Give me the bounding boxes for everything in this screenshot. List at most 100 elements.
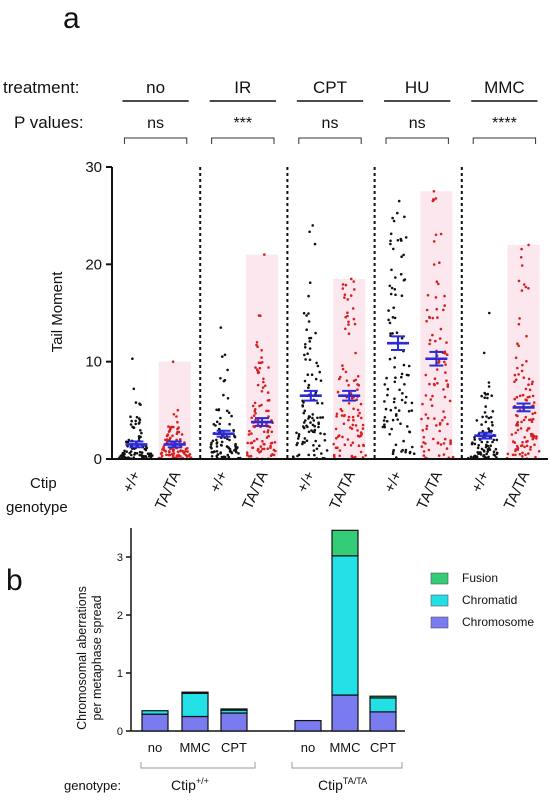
bar-segment-chromosome [181, 715, 209, 732]
data-point [302, 421, 306, 424]
data-point [308, 358, 312, 362]
data-point [221, 355, 224, 358]
bar-segment-chromosome [331, 694, 359, 732]
data-point [254, 366, 257, 369]
data-point [361, 427, 365, 430]
data-point [175, 454, 179, 458]
data-point [402, 439, 405, 443]
data-point [352, 418, 355, 422]
data-point [252, 425, 255, 428]
data-point [443, 304, 447, 307]
data-point [433, 417, 436, 420]
data-point [267, 409, 270, 413]
data-point [226, 437, 229, 441]
data-point [480, 394, 484, 398]
data-point [123, 455, 126, 459]
x-tick-label: +/+ [207, 468, 232, 495]
data-point [168, 453, 172, 457]
data-point [529, 418, 533, 422]
data-point [513, 373, 517, 377]
data-point [522, 376, 526, 380]
data-point [172, 425, 175, 429]
bar-cpt-wt [220, 708, 248, 732]
data-point [134, 419, 137, 423]
bar-no-ta-ta [294, 719, 322, 732]
data-point [223, 353, 227, 357]
data-point [427, 448, 431, 452]
data-point [160, 454, 164, 458]
panel-a-plot [118, 167, 541, 461]
data-point [384, 407, 388, 411]
data-point [307, 453, 311, 457]
data-point [524, 453, 527, 457]
pvalue-label-mmc: **** [492, 115, 517, 132]
data-point [140, 451, 144, 454]
data-point [270, 430, 274, 434]
data-point [130, 453, 133, 457]
data-point [184, 450, 187, 453]
data-point [404, 395, 408, 399]
data-point [435, 280, 439, 284]
data-point [517, 373, 520, 376]
data-point [530, 382, 534, 386]
data-point [274, 449, 277, 453]
data-point [303, 379, 307, 383]
data-point [390, 268, 393, 272]
data-point [311, 413, 315, 416]
data-point [530, 434, 533, 438]
data-point [253, 439, 256, 443]
series-ir-wt [209, 326, 242, 461]
data-point [362, 444, 366, 448]
data-point [249, 454, 253, 458]
data-point [437, 360, 441, 363]
data-point [312, 419, 316, 422]
series-no-wt [118, 357, 154, 461]
data-point [527, 243, 530, 247]
x-tick-label: no [148, 740, 162, 755]
data-point [514, 453, 517, 457]
data-point [270, 441, 274, 445]
pvalue-bracket [211, 137, 275, 144]
data-point [432, 240, 436, 243]
data-point [306, 373, 310, 377]
data-point [306, 425, 309, 429]
data-point [179, 455, 182, 458]
x-tick-label: +/+ [294, 468, 319, 495]
data-point [220, 440, 224, 444]
data-point [351, 307, 355, 310]
data-point [323, 439, 327, 442]
data-point [353, 322, 357, 326]
data-point [470, 442, 474, 446]
pvalue-label-ir: *** [233, 115, 252, 132]
data-point [486, 450, 490, 453]
x-tick-label: +/+ [381, 468, 406, 495]
y-tick-label: 0 [94, 451, 102, 468]
data-point [489, 416, 493, 419]
data-point [315, 361, 318, 365]
data-point [307, 312, 310, 315]
data-point [521, 363, 524, 367]
data-point [425, 308, 429, 312]
data-point [442, 453, 446, 456]
data-point [266, 447, 270, 451]
data-point [389, 292, 393, 296]
data-point [172, 454, 175, 458]
data-point [390, 286, 394, 290]
treatment-label-mmc: MMC [484, 78, 525, 97]
data-point [335, 412, 339, 416]
data-point [246, 441, 249, 445]
data-point [129, 450, 133, 453]
genotype-label: genotype: [64, 778, 121, 793]
data-point [309, 421, 312, 424]
bar-segment-chromosome [141, 713, 169, 732]
pvalue-bracket [472, 137, 537, 144]
data-point [520, 420, 523, 424]
data-point [263, 443, 266, 446]
data-point [343, 293, 347, 297]
data-point [381, 425, 385, 429]
data-point [420, 417, 423, 421]
data-point [253, 401, 257, 405]
data-point [487, 416, 491, 420]
data-point [138, 453, 142, 457]
data-point [434, 339, 437, 343]
